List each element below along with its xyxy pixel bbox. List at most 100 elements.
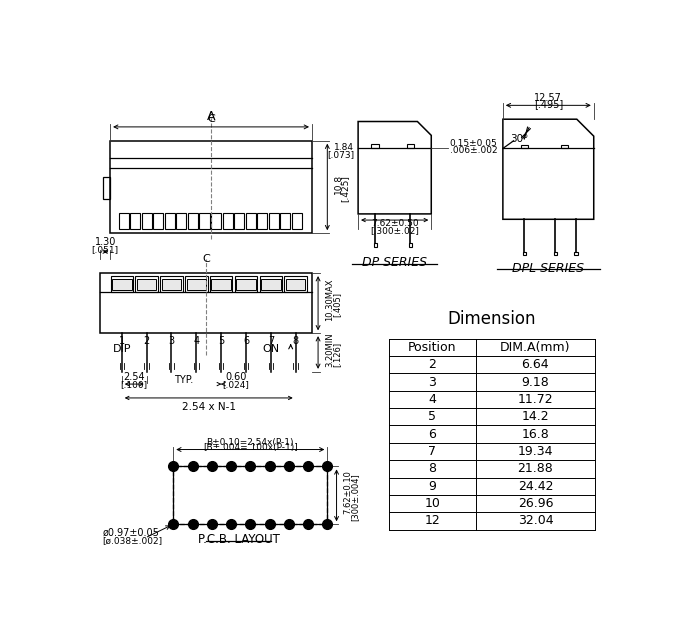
Text: 3: 3 bbox=[168, 337, 174, 346]
Text: 10: 10 bbox=[425, 497, 440, 510]
Text: [.405]: [.405] bbox=[332, 292, 341, 317]
Text: 9: 9 bbox=[428, 480, 436, 493]
Bar bbox=[173, 467, 327, 524]
Text: DIM.A(mm): DIM.A(mm) bbox=[500, 341, 571, 354]
Text: 1.30: 1.30 bbox=[95, 236, 116, 247]
Text: B±0.10=2,54x(P-1): B±0.10=2,54x(P-1) bbox=[206, 438, 294, 447]
Bar bbox=[210, 276, 232, 292]
Bar bbox=[373, 243, 377, 247]
Bar bbox=[211, 213, 221, 228]
Bar bbox=[199, 213, 209, 228]
Bar bbox=[246, 213, 256, 228]
Bar bbox=[173, 467, 327, 524]
Text: C: C bbox=[202, 254, 210, 264]
Text: 2: 2 bbox=[428, 358, 436, 371]
Text: DPL SERIES: DPL SERIES bbox=[512, 262, 584, 275]
Text: 2.54 x N-1: 2.54 x N-1 bbox=[181, 402, 236, 412]
Bar bbox=[236, 280, 256, 290]
Text: A: A bbox=[207, 110, 215, 123]
Text: 19.34: 19.34 bbox=[518, 445, 553, 458]
Bar bbox=[185, 276, 208, 292]
Bar bbox=[561, 145, 569, 148]
Text: 8: 8 bbox=[428, 462, 436, 476]
Bar bbox=[137, 280, 156, 290]
Text: 2: 2 bbox=[144, 337, 150, 346]
Bar bbox=[136, 276, 158, 292]
Text: [B±.004=.100x(P-1)]: [B±.004=.100x(P-1)] bbox=[203, 443, 297, 452]
Bar bbox=[162, 280, 181, 290]
Bar bbox=[142, 213, 152, 228]
Bar bbox=[575, 252, 578, 256]
Text: 10.8: 10.8 bbox=[334, 174, 343, 194]
Bar bbox=[161, 276, 183, 292]
Text: 7.62±0.10: 7.62±0.10 bbox=[343, 470, 352, 514]
Text: 26.96: 26.96 bbox=[518, 497, 553, 510]
Text: [.100]: [.100] bbox=[121, 380, 148, 389]
Text: 8: 8 bbox=[293, 337, 299, 346]
Text: 3: 3 bbox=[428, 375, 436, 389]
Text: 30°: 30° bbox=[511, 134, 529, 145]
Bar bbox=[154, 213, 163, 228]
Bar bbox=[165, 213, 175, 228]
Text: 9.18: 9.18 bbox=[521, 375, 549, 389]
Text: 1.84: 1.84 bbox=[334, 143, 354, 152]
Text: [ø.038±.002]: [ø.038±.002] bbox=[102, 536, 163, 545]
Text: 2.54: 2.54 bbox=[124, 372, 145, 382]
Text: 12: 12 bbox=[425, 514, 440, 527]
Text: 12.57: 12.57 bbox=[534, 93, 562, 103]
Bar bbox=[523, 252, 526, 256]
Text: ø0.97±0.05: ø0.97±0.05 bbox=[102, 527, 159, 538]
Bar bbox=[261, 280, 281, 290]
Text: 0.60: 0.60 bbox=[225, 372, 247, 382]
Bar bbox=[292, 213, 302, 228]
Bar bbox=[111, 276, 133, 292]
Text: 7.62±0.50: 7.62±0.50 bbox=[371, 219, 418, 228]
Bar bbox=[554, 252, 557, 256]
Bar bbox=[235, 276, 257, 292]
Bar bbox=[188, 213, 198, 228]
Text: 21.88: 21.88 bbox=[518, 462, 553, 476]
Bar bbox=[407, 144, 414, 148]
Text: [.073]: [.073] bbox=[327, 150, 354, 159]
Bar bbox=[130, 213, 140, 228]
Text: 6: 6 bbox=[428, 427, 436, 441]
Text: [.024]: [.024] bbox=[222, 380, 250, 389]
Text: 16.8: 16.8 bbox=[521, 427, 549, 441]
Bar bbox=[119, 213, 129, 228]
Bar bbox=[234, 213, 244, 228]
Bar bbox=[257, 213, 268, 228]
Text: 24.42: 24.42 bbox=[518, 480, 553, 493]
Bar bbox=[280, 213, 291, 228]
Text: 6.64: 6.64 bbox=[522, 358, 549, 371]
Text: 6: 6 bbox=[243, 337, 249, 346]
Bar bbox=[222, 213, 233, 228]
Bar bbox=[409, 243, 412, 247]
Bar bbox=[186, 280, 206, 290]
Text: 0.15±0.05: 0.15±0.05 bbox=[450, 139, 498, 148]
Bar bbox=[104, 177, 111, 198]
Bar bbox=[521, 145, 528, 148]
Text: C: C bbox=[207, 114, 215, 124]
Text: DIP: DIP bbox=[113, 344, 131, 354]
Text: 32.04: 32.04 bbox=[518, 514, 553, 527]
Text: 1: 1 bbox=[119, 337, 125, 346]
Text: [300±.004]: [300±.004] bbox=[350, 473, 359, 521]
Text: [.495]: [.495] bbox=[534, 99, 563, 109]
Bar bbox=[286, 280, 305, 290]
Bar bbox=[100, 273, 312, 333]
Text: [.300±.02]: [.300±.02] bbox=[370, 226, 419, 235]
Text: ON: ON bbox=[262, 344, 279, 354]
Text: 5: 5 bbox=[218, 337, 224, 346]
Text: 3.20MIN: 3.20MIN bbox=[325, 332, 334, 366]
Bar bbox=[111, 141, 312, 233]
Text: Position: Position bbox=[408, 341, 457, 354]
Text: 11.72: 11.72 bbox=[518, 393, 553, 406]
Bar bbox=[259, 276, 282, 292]
Text: 7: 7 bbox=[268, 337, 274, 346]
Text: TYP.: TYP. bbox=[174, 375, 193, 385]
Text: 4: 4 bbox=[193, 337, 199, 346]
Text: [.425]: [.425] bbox=[341, 175, 350, 202]
Text: 10.30MAX: 10.30MAX bbox=[325, 279, 334, 321]
Text: 7: 7 bbox=[428, 445, 436, 458]
Bar bbox=[211, 280, 231, 290]
